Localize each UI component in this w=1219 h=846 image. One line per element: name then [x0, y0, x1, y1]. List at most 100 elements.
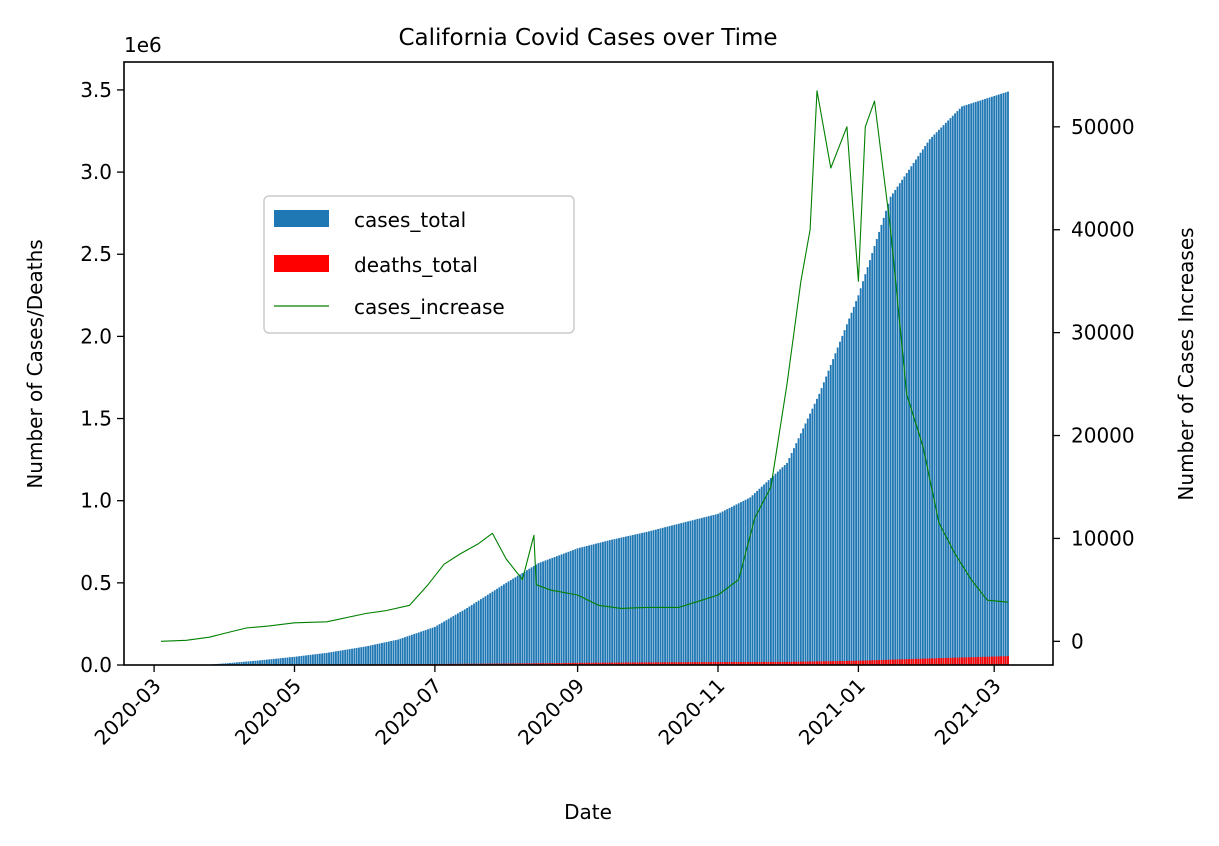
- deaths-total-bar: [590, 662, 593, 665]
- x-axis-label: Date: [564, 800, 612, 824]
- cases-total-bar: [613, 539, 616, 665]
- cases-total-bar: [961, 106, 963, 666]
- cases-total-bar: [367, 645, 370, 665]
- deaths-total-bar: [825, 661, 828, 665]
- deaths-total-bar: [604, 662, 607, 665]
- deaths-total-bar: [924, 658, 927, 665]
- cases-total-bar: [839, 341, 841, 665]
- cases-total-bar: [422, 630, 425, 665]
- deaths-total-bar: [560, 663, 563, 665]
- cases-total-bar: [608, 540, 611, 665]
- deaths-total-bar: [793, 661, 795, 665]
- cases-total-bar: [335, 651, 337, 665]
- cases-total-bar: [505, 582, 508, 665]
- deaths-total-bar: [539, 663, 542, 665]
- cases-total-bar: [229, 662, 231, 665]
- cases-total-bar: [765, 482, 768, 665]
- cases-total-bar: [551, 557, 554, 665]
- cases-total-bar: [620, 537, 623, 665]
- cases-total-bar: [583, 546, 586, 665]
- cases-total-bar: [671, 525, 673, 665]
- deaths-total-bar: [857, 660, 860, 665]
- cases-total-bar: [358, 647, 360, 665]
- cases-total-bar: [486, 594, 489, 665]
- cases-total-bar: [252, 660, 254, 665]
- cases-total-bar: [915, 159, 917, 665]
- cases-total-bar: [1007, 91, 1009, 665]
- deaths-total-bar: [588, 662, 591, 665]
- deaths-total-bar: [599, 662, 602, 665]
- cases-total-bar: [277, 658, 280, 665]
- cases-total-bar: [721, 511, 724, 665]
- cases-total-bar: [809, 413, 811, 665]
- deaths-total-bar: [997, 656, 1000, 665]
- deaths-total-bar: [719, 662, 722, 665]
- deaths-total-bar: [535, 663, 538, 665]
- legend: cases_total deaths_total cases_increase: [263, 195, 575, 334]
- cases-total-bar: [238, 662, 241, 665]
- deaths-total-bar: [641, 662, 643, 665]
- deaths-total-bar: [606, 662, 609, 665]
- deaths-total-bar: [839, 661, 841, 665]
- deaths-total-bar: [553, 663, 556, 665]
- deaths-total-bar: [608, 662, 611, 665]
- cases-total-bar: [1000, 93, 1003, 666]
- cases-total-bar: [295, 656, 298, 665]
- deaths-total-bar: [935, 658, 938, 665]
- cases-total-bar: [436, 625, 439, 665]
- cases-total-bar: [404, 637, 406, 665]
- deaths-total-bar: [832, 661, 834, 665]
- cases-total-bar: [226, 663, 229, 665]
- cases-total-bar: [302, 655, 305, 665]
- deaths-total-bar: [565, 662, 568, 665]
- cases-total-bar: [447, 618, 450, 665]
- deaths-total-bar: [634, 662, 637, 665]
- y-tick-label: 3.0: [80, 160, 112, 184]
- cases-total-bar: [940, 127, 943, 666]
- deaths-total-bar: [668, 662, 671, 665]
- cases-total-bar: [657, 528, 660, 665]
- cases-total-bar: [348, 649, 351, 665]
- cases-total-bar: [523, 571, 526, 665]
- cases-total-bar: [288, 657, 291, 665]
- cases-total-bar: [673, 524, 676, 665]
- cases-total-bar: [443, 621, 446, 665]
- cases-total-bar: [841, 335, 844, 665]
- cases-total-bar: [316, 653, 319, 665]
- cases-total-bar: [677, 523, 680, 665]
- deaths-total-bar: [753, 661, 756, 665]
- deaths-total-bar: [611, 662, 614, 665]
- deaths-total-bar: [928, 658, 931, 665]
- cases-total-bar: [588, 545, 591, 665]
- deaths-total-bar: [661, 662, 664, 665]
- cases-total-bar: [433, 626, 436, 665]
- cases-total-bar: [845, 324, 848, 665]
- deaths-total-bar: [813, 661, 816, 665]
- cases-total-bar: [758, 488, 761, 665]
- deaths-total-bar: [977, 657, 979, 665]
- cases-total-bar: [687, 521, 689, 665]
- deaths-total-bar: [721, 662, 724, 665]
- deaths-total-bar: [765, 661, 768, 665]
- cases-total-bar: [717, 513, 719, 665]
- cases-total-bar: [397, 639, 399, 665]
- cases-total-bar: [712, 515, 715, 665]
- cases-total-bar: [337, 650, 340, 665]
- deaths-total-bar: [636, 662, 639, 665]
- cases-total-bar: [581, 547, 584, 665]
- cases-total-bar: [429, 628, 432, 665]
- deaths-total-bar: [995, 656, 998, 665]
- cases-total-bar: [459, 612, 462, 665]
- cases-total-bar: [272, 658, 275, 665]
- cases-total-bar: [868, 260, 871, 665]
- deaths-total-bar: [574, 662, 577, 665]
- y2-tick-label: 30000: [1071, 321, 1135, 345]
- deaths-total-bar: [595, 662, 597, 665]
- deaths-total-bar: [767, 661, 770, 665]
- deaths-total-bar: [896, 659, 899, 665]
- cases-total-bar: [574, 549, 577, 665]
- cases-total-bar: [597, 543, 600, 665]
- cases-total-bar: [279, 658, 282, 665]
- deaths-total-bar: [687, 662, 689, 665]
- deaths-total-bar: [723, 662, 726, 665]
